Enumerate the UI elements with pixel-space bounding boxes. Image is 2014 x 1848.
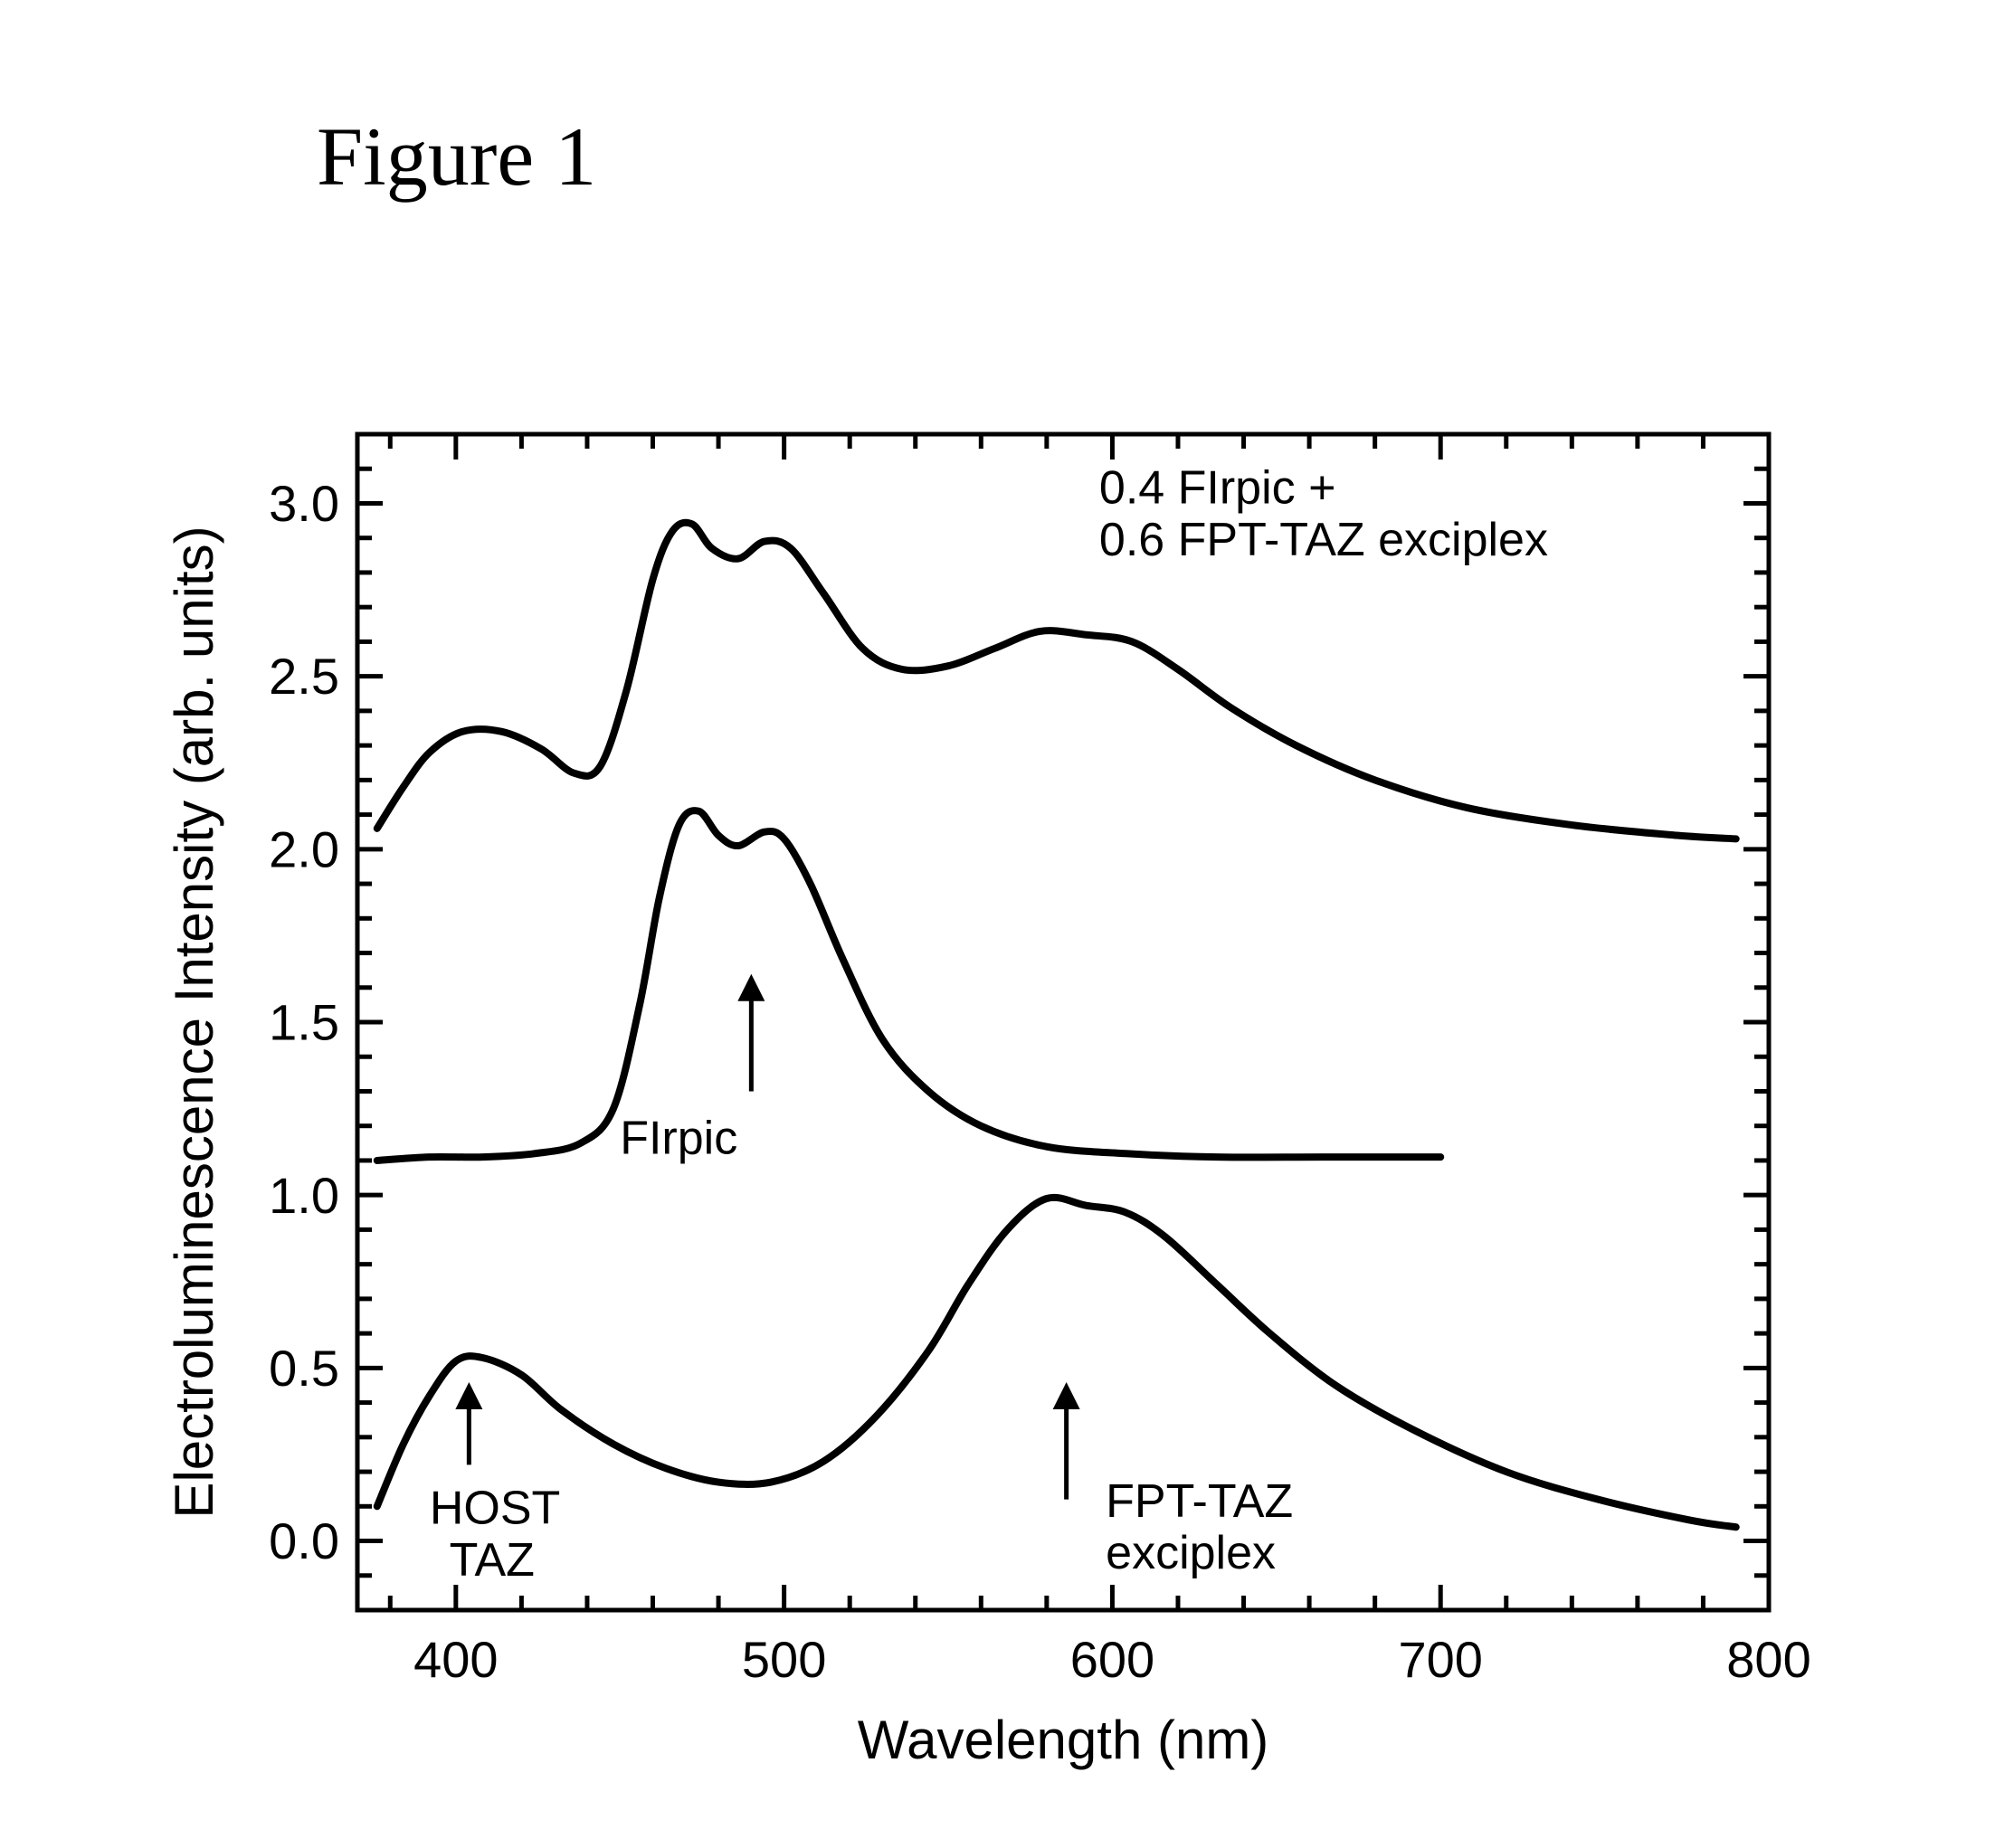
x-tick-label: 500 [742,1631,826,1688]
y-tick-label: 1.0 [269,1167,339,1224]
label-top-2: 0.6 FPT-TAZ exciplex [1099,514,1548,566]
bottom-curve [377,1198,1736,1527]
figure-title: Figure 1 [317,109,596,204]
label-top-1: 0.4 FIrpic + [1099,461,1336,514]
x-tick-label: 600 [1070,1631,1154,1688]
label-host-taz-2: TAZ [450,1534,535,1587]
y-axis-label: Electroluminescence Intensity (arb. unit… [164,526,224,1518]
y-tick-label: 3.0 [269,475,339,532]
line-chart: 400 500 600 700 800 0.0 0.5 1.0 1.5 2.0 2.5 3.0 Wave… [131,407,1905,1818]
top-curve [377,523,1736,839]
middle-curve [377,810,1440,1161]
label-fpt-taz-1: FPT-TAZ [1106,1475,1293,1528]
page: Figure 1 400 500 600 700 800 0.0 0.5 1.0 1.5 2.0 2… [0,0,2014,1848]
y-tick-label: 1.5 [269,994,339,1051]
x-axis-label: Wavelength (nm) [858,1710,1269,1770]
y-tick-label: 0.0 [269,1512,339,1569]
label-firpic: FIrpic [620,1112,737,1164]
label-host-taz-1: HOST [430,1482,560,1534]
plot-frame [357,434,1769,1610]
x-tick-label: 700 [1398,1631,1482,1688]
label-fpt-taz-2: exciplex [1106,1527,1276,1579]
y-tick-label: 0.5 [269,1340,339,1397]
x-tick-label: 400 [413,1631,498,1688]
y-tick-label: 2.0 [269,820,339,877]
chart-container: 400 500 600 700 800 0.0 0.5 1.0 1.5 2.0 2.5 3.0 Wave… [131,407,1905,1818]
y-tick-label: 2.5 [269,648,339,705]
x-tick-label: 800 [1726,1631,1810,1688]
